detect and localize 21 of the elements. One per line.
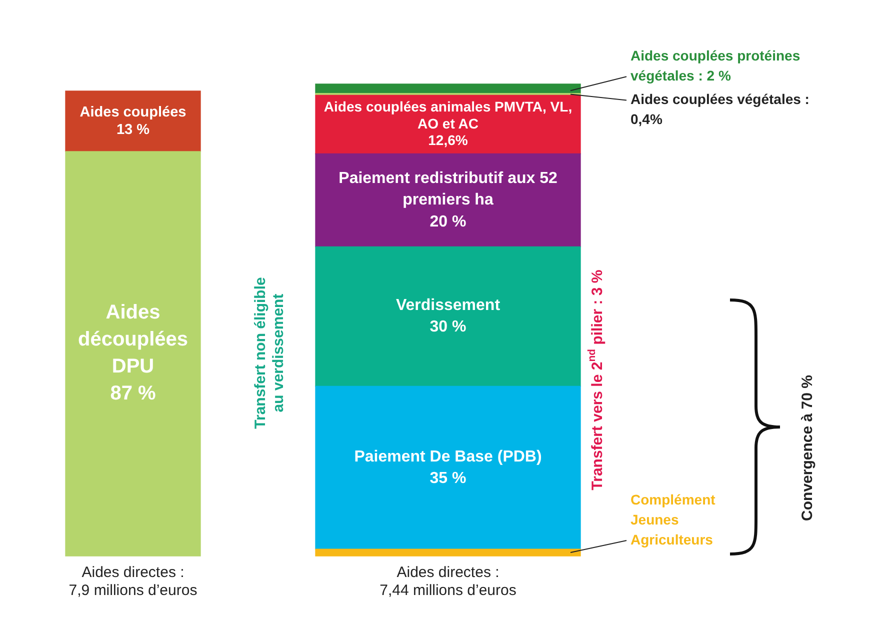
x-tick-label: Aides directes : 7,9 millions d’euros xyxy=(68,564,198,600)
annotation: Transfert vers le 2nd pilier : 3 % xyxy=(586,270,606,490)
text: Complément Jeunes Agriculteurs xyxy=(630,491,716,548)
data-label: 0,4% xyxy=(630,111,663,128)
data-label: 13 % xyxy=(116,122,150,138)
text: Convergence à 70 % xyxy=(799,375,816,521)
data-label: 12,6% xyxy=(428,132,468,148)
data-label: 87 % xyxy=(110,382,156,405)
series-label: Paiement De Base (PDB) xyxy=(354,448,542,466)
series-label: Aides couplées xyxy=(80,104,186,120)
data-label: 35 % xyxy=(430,470,466,487)
series-label: Aides couplées animales PMVTA, VL, AO et AC xyxy=(324,98,572,132)
text: Aides couplées protéines végétales : 2 % xyxy=(630,48,800,84)
text: Aides couplées végétales : xyxy=(630,91,810,108)
series-label: Paiement redistributif aux 52 premiers ha xyxy=(338,170,558,209)
data-label: 30 % xyxy=(430,318,466,336)
annotation: Transfert non éligible au verdissement xyxy=(252,277,288,429)
series-label: Aides découplées DPU xyxy=(78,302,188,378)
data-label: 20 % xyxy=(430,213,466,230)
series-label: Verdissement xyxy=(396,297,501,314)
x-tick-label: Aides directes : 7,44 millions d’euros xyxy=(380,564,516,600)
